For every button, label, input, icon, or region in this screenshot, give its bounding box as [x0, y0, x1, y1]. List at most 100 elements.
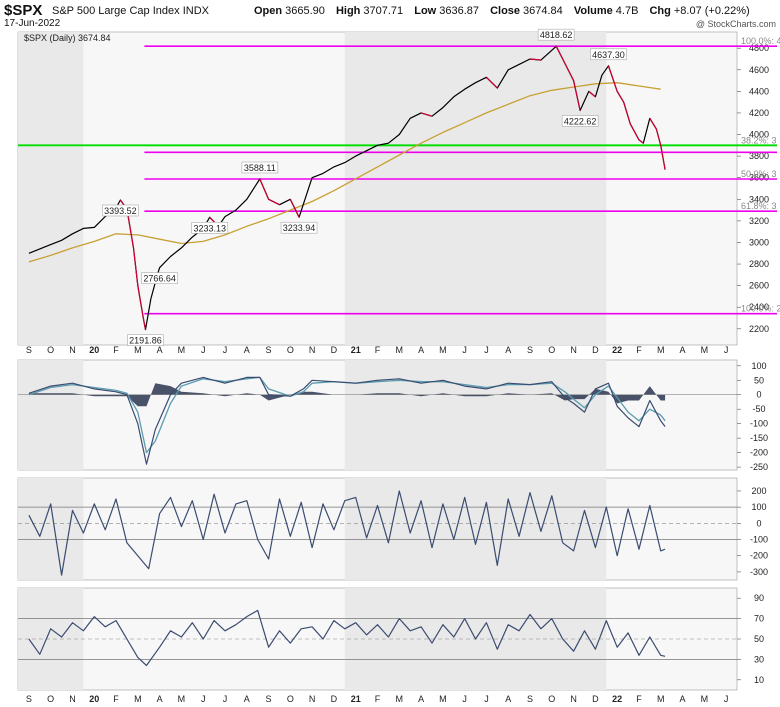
open-label: Open: [254, 5, 283, 17]
low-value: 3636.87: [439, 5, 479, 17]
panel-1-year-shade-1: [18, 32, 84, 345]
price-down-segment: [623, 101, 631, 124]
osc-tick-label: -50: [752, 404, 765, 414]
month-label-bottom: A: [505, 694, 511, 704]
price-down-segment: [289, 199, 300, 218]
chart-header: $SPX S&P 500 Large Cap Index INDX 17-Jun…: [0, 0, 780, 30]
cci-tick-label: -100: [750, 535, 768, 545]
osc-tick-label: 100: [751, 361, 766, 371]
month-label-top: J: [724, 345, 729, 355]
month-label-bottom: S: [266, 694, 272, 704]
month-label-top: S: [527, 345, 533, 355]
price-down-segment: [607, 65, 618, 92]
price-down-segment: [268, 198, 280, 206]
month-label-top: O: [548, 345, 555, 355]
price-tick-label: 3000: [749, 237, 769, 247]
annotation-label-6: 3233.94: [283, 223, 316, 233]
panel-3-year-shade-2: [344, 478, 607, 580]
annotation-label-4: 3233.13: [193, 223, 226, 233]
annotation-box-9: [590, 48, 627, 61]
price-down-segment: [573, 80, 581, 111]
price-down-segment: [259, 178, 270, 200]
annotation-box-4: [191, 222, 229, 234]
price-tick-label: 2200: [749, 324, 769, 334]
rsi-tick-label: 30: [754, 654, 764, 664]
change-label: Chg: [649, 5, 671, 17]
price-tick-label: 4200: [749, 108, 769, 118]
osc-tick-label: 0: [756, 390, 761, 400]
price-down-segment: [638, 139, 644, 144]
month-label-bottom: M: [701, 694, 709, 704]
month-label-bottom: 21: [351, 694, 361, 704]
price-tick-label: 3600: [749, 173, 769, 183]
month-label-top: J: [462, 345, 467, 355]
watermark: @ StockCharts.com: [695, 19, 776, 29]
annotation-box-7: [537, 28, 575, 41]
month-label-bottom: J: [724, 694, 729, 704]
panel-2-year-shade-1: [18, 360, 84, 470]
price-down-segment: [486, 76, 498, 89]
month-label-bottom: 20: [89, 694, 99, 704]
close-label: Close: [490, 5, 521, 17]
price-down-segment: [132, 247, 139, 286]
month-label-bottom: M: [439, 694, 447, 704]
month-label-top: F: [113, 345, 119, 355]
panel-1-year-shade-2: [344, 32, 607, 345]
annotation-box-2: [127, 334, 164, 346]
price-down-segment: [555, 45, 564, 60]
price-tick-label: 4400: [749, 86, 769, 96]
price-down-segment: [562, 58, 575, 81]
osc-tick-label: -250: [750, 462, 768, 472]
price-down-segment: [588, 90, 596, 98]
month-label-bottom: J: [484, 694, 489, 704]
annotation-label-3: 2766.64: [143, 274, 176, 284]
month-label-top: N: [309, 345, 316, 355]
rsi-line: [28, 609, 666, 667]
month-label-bottom: N: [570, 694, 577, 704]
month-label-bottom: F: [113, 694, 119, 704]
cci-tick-label: -300: [750, 567, 768, 577]
month-label-bottom: J: [223, 694, 228, 704]
annotation-label-7: 4818.62: [540, 30, 573, 40]
month-label-top: M: [178, 345, 186, 355]
exchange: INDX: [182, 5, 209, 17]
price-tick-label: 3800: [749, 151, 769, 161]
level-label-5: 61.8%: 3: [741, 201, 777, 211]
month-label-top: A: [157, 345, 163, 355]
price-tick-label: 4600: [749, 65, 769, 75]
month-label-bottom: 22: [612, 694, 622, 704]
high-value: 3707.71: [363, 5, 404, 17]
moving-average-line: [28, 82, 661, 263]
level-label-2: 38.2%: 3: [741, 135, 777, 145]
rsi-tick-label: 70: [754, 614, 764, 624]
index-name: S&P 500 Large Cap Index INDX: [52, 5, 209, 17]
price-down-segment: [660, 145, 666, 170]
price-tick-label: 2800: [749, 259, 769, 269]
symbol: $SPX: [4, 2, 43, 19]
month-label-top: M: [701, 345, 709, 355]
cci-tick-label: 100: [751, 502, 766, 512]
month-label-bottom: A: [157, 694, 163, 704]
month-label-top: J: [201, 345, 206, 355]
month-label-top: A: [418, 345, 424, 355]
price-tick-label: 2600: [749, 281, 769, 291]
volume-value: 4.7B: [615, 5, 639, 17]
annotation-label-2: 2191.86: [129, 336, 162, 346]
month-label-top: 20: [89, 345, 99, 355]
month-label-top: M: [396, 345, 404, 355]
month-label-top: F: [636, 345, 642, 355]
month-label-top: 22: [612, 345, 622, 355]
series-legend: $SPX (Daily) 3674.84: [24, 33, 111, 43]
rsi-tick-label: 90: [754, 593, 764, 603]
price-down-segment: [137, 285, 144, 319]
price-tick-label: 4800: [749, 43, 769, 53]
month-label-top: N: [570, 345, 577, 355]
annotation-box-3: [141, 272, 178, 284]
close-value: 3674.84: [523, 5, 563, 17]
month-label-top: O: [287, 345, 294, 355]
annotation-label-1: 3393.52: [104, 206, 137, 216]
annotation-label-9: 4637.30: [592, 50, 625, 60]
month-label-bottom: A: [418, 694, 424, 704]
rsi-tick-label: 10: [754, 675, 764, 685]
